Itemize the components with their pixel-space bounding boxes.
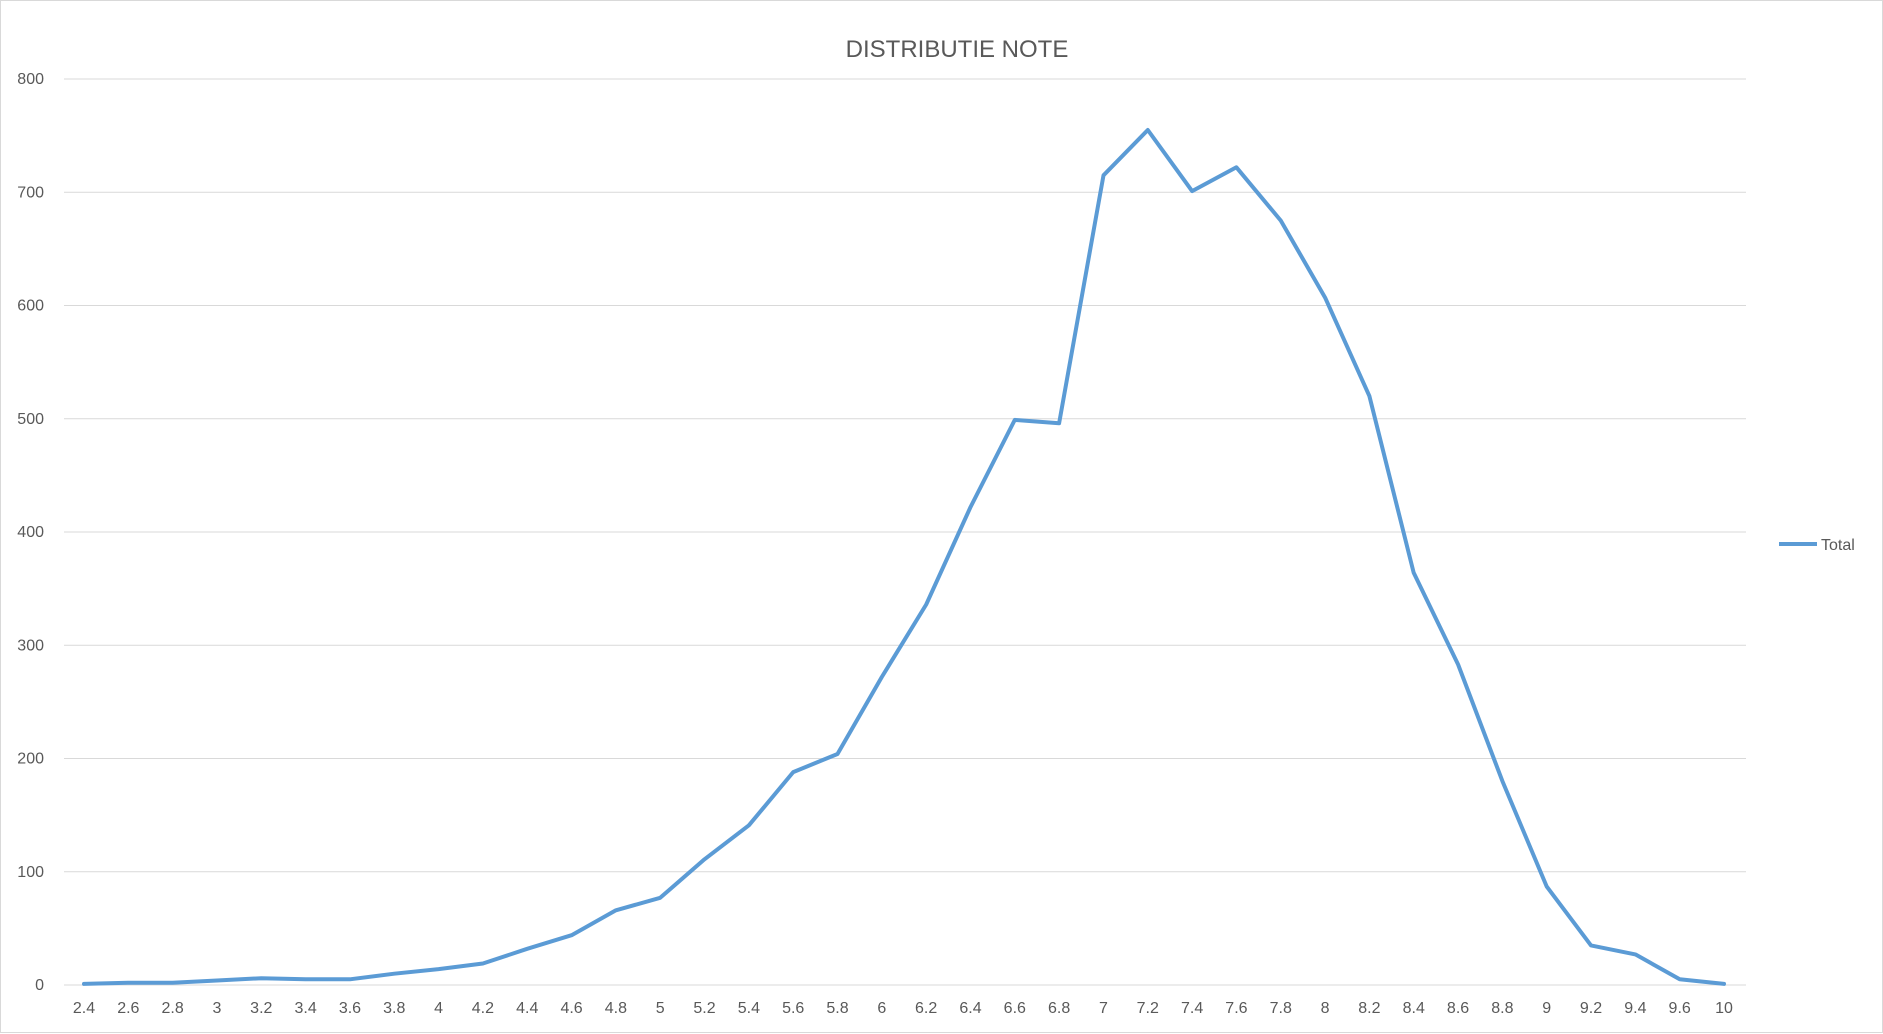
y-tick-label: 0 bbox=[35, 977, 44, 994]
x-tick-label: 3.2 bbox=[250, 1000, 272, 1017]
y-tick-label: 400 bbox=[17, 524, 44, 541]
x-tick-label: 5.6 bbox=[782, 1000, 804, 1017]
series-lines bbox=[84, 130, 1724, 984]
legend: Total bbox=[1779, 537, 1855, 554]
x-tick-label: 3.4 bbox=[294, 1000, 316, 1017]
x-tick-label: 2.4 bbox=[73, 1000, 95, 1017]
x-tick-label: 8.8 bbox=[1491, 1000, 1513, 1017]
y-axis-ticks: 0 100 200 300 400 500 600 700 800 bbox=[17, 71, 44, 994]
y-tick-label: 300 bbox=[17, 637, 44, 654]
x-tick-label: 5 bbox=[656, 1000, 665, 1017]
x-tick-label: 9 bbox=[1542, 1000, 1551, 1017]
x-tick-label: 4.6 bbox=[560, 1000, 582, 1017]
y-tick-label: 700 bbox=[17, 184, 44, 201]
chart-title: DISTRIBUTIE NOTE bbox=[846, 36, 1069, 63]
series-line-total bbox=[84, 130, 1724, 984]
x-tick-label: 4.4 bbox=[516, 1000, 538, 1017]
x-tick-label: 3 bbox=[213, 1000, 222, 1017]
x-tick-label: 10 bbox=[1715, 1000, 1733, 1017]
y-tick-label: 800 bbox=[17, 71, 44, 88]
x-tick-label: 5.8 bbox=[826, 1000, 848, 1017]
x-tick-label: 7.6 bbox=[1225, 1000, 1247, 1017]
y-tick-label: 200 bbox=[17, 751, 44, 768]
legend-label: Total bbox=[1821, 537, 1855, 554]
x-tick-label: 7.2 bbox=[1137, 1000, 1159, 1017]
x-tick-label: 6.2 bbox=[915, 1000, 937, 1017]
x-tick-label: 2.6 bbox=[117, 1000, 139, 1017]
gridlines bbox=[64, 79, 1746, 985]
x-tick-label: 6.8 bbox=[1048, 1000, 1070, 1017]
x-tick-label: 6.6 bbox=[1004, 1000, 1026, 1017]
x-tick-label: 9.4 bbox=[1624, 1000, 1646, 1017]
x-tick-label: 7 bbox=[1099, 1000, 1108, 1017]
x-tick-label: 8 bbox=[1321, 1000, 1330, 1017]
x-tick-label: 6.4 bbox=[959, 1000, 981, 1017]
x-tick-label: 7.4 bbox=[1181, 1000, 1203, 1017]
x-tick-label: 4.8 bbox=[605, 1000, 627, 1017]
x-tick-label: 4.2 bbox=[472, 1000, 494, 1017]
x-tick-label: 8.4 bbox=[1403, 1000, 1425, 1017]
x-tick-label: 9.6 bbox=[1669, 1000, 1691, 1017]
x-tick-label: 6 bbox=[877, 1000, 886, 1017]
x-axis-ticks: 2.4 2.6 2.8 3 3.2 3.4 3.6 3.8 4 4.2 4.4 4.6 4.8 5 5.2 5… bbox=[73, 1000, 1733, 1017]
x-tick-label: 3.8 bbox=[383, 1000, 405, 1017]
x-tick-label: 8.2 bbox=[1358, 1000, 1380, 1017]
x-tick-label: 5.2 bbox=[693, 1000, 715, 1017]
y-tick-label: 600 bbox=[17, 298, 44, 315]
x-tick-label: 4 bbox=[434, 1000, 443, 1017]
x-tick-label: 3.6 bbox=[339, 1000, 361, 1017]
x-tick-label: 9.2 bbox=[1580, 1000, 1602, 1017]
y-tick-label: 100 bbox=[17, 864, 44, 881]
x-tick-label: 7.8 bbox=[1270, 1000, 1292, 1017]
x-tick-label: 5.4 bbox=[738, 1000, 760, 1017]
x-tick-label: 8.6 bbox=[1447, 1000, 1469, 1017]
x-tick-label: 2.8 bbox=[162, 1000, 184, 1017]
y-tick-label: 500 bbox=[17, 411, 44, 428]
